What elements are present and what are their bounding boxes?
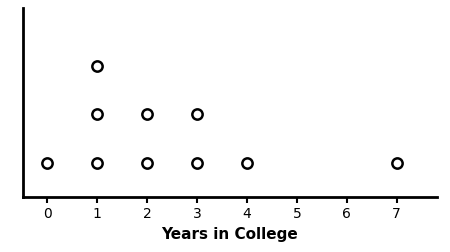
- Point: [393, 161, 400, 165]
- X-axis label: Years in College: Years in College: [161, 227, 298, 241]
- Point: [94, 161, 101, 165]
- Point: [94, 112, 101, 116]
- Point: [44, 161, 51, 165]
- Point: [144, 161, 151, 165]
- Point: [144, 112, 151, 116]
- Point: [194, 161, 201, 165]
- Point: [94, 64, 101, 68]
- Point: [243, 161, 251, 165]
- Point: [194, 112, 201, 116]
